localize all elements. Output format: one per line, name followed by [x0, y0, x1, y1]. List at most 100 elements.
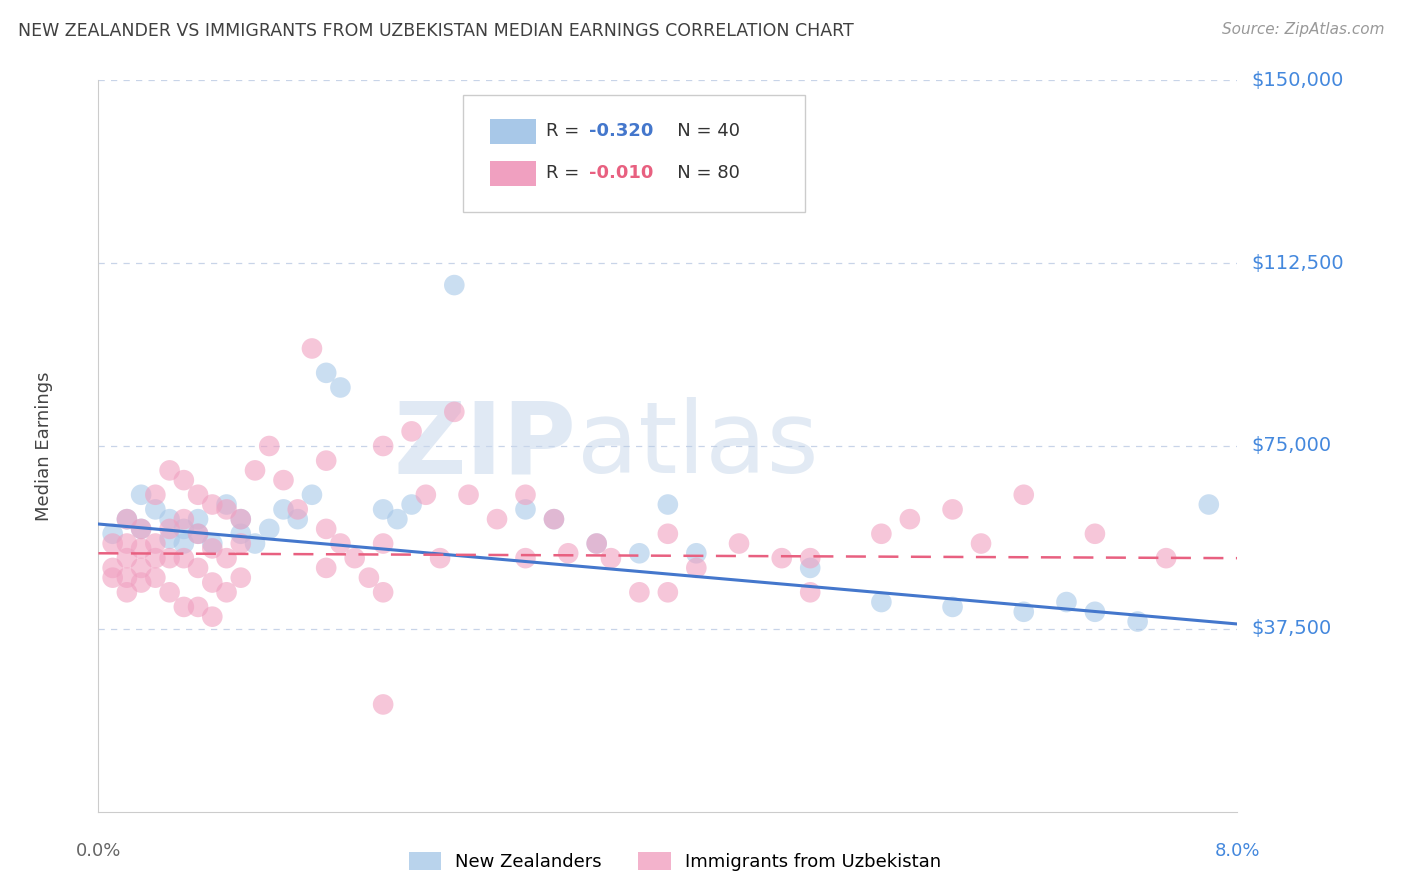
Point	[115, 512, 138, 526]
Point	[187, 512, 209, 526]
Point	[1056, 595, 1078, 609]
Point	[187, 599, 209, 614]
Point	[371, 698, 394, 712]
Point	[287, 502, 309, 516]
Point	[870, 526, 893, 541]
Point	[1012, 605, 1035, 619]
Point	[159, 522, 181, 536]
Point	[685, 546, 707, 560]
Text: atlas: atlas	[576, 398, 818, 494]
Point	[1012, 488, 1035, 502]
Point	[273, 502, 295, 516]
FancyBboxPatch shape	[491, 161, 536, 186]
Point	[229, 536, 252, 550]
Point	[628, 585, 651, 599]
Point	[315, 366, 337, 380]
FancyBboxPatch shape	[491, 119, 536, 144]
Point	[942, 502, 965, 516]
Point	[657, 498, 679, 512]
Point	[229, 512, 252, 526]
Point	[145, 536, 167, 550]
Text: Median Earnings: Median Earnings	[35, 371, 53, 521]
Point	[115, 536, 138, 550]
Point	[201, 498, 224, 512]
Point	[657, 585, 679, 599]
Point	[387, 512, 409, 526]
Point	[159, 463, 181, 477]
Point	[173, 512, 195, 526]
Point	[201, 575, 224, 590]
Point	[898, 512, 921, 526]
Point	[215, 585, 238, 599]
Point	[357, 571, 380, 585]
Point	[115, 512, 138, 526]
Point	[145, 488, 167, 502]
Point	[259, 522, 281, 536]
Point	[401, 425, 423, 439]
Point	[145, 551, 167, 566]
Point	[173, 473, 195, 487]
Point	[371, 439, 394, 453]
Point	[371, 536, 394, 550]
Point	[129, 575, 152, 590]
Point	[129, 522, 152, 536]
Point	[315, 561, 337, 575]
Point	[870, 595, 893, 609]
Point	[115, 585, 138, 599]
Point	[229, 526, 252, 541]
Text: ZIP: ZIP	[394, 398, 576, 494]
Point	[1084, 605, 1107, 619]
Text: R =: R =	[546, 122, 585, 140]
Point	[486, 512, 509, 526]
Point	[329, 536, 352, 550]
Point	[159, 532, 181, 546]
Point	[515, 488, 537, 502]
Text: N = 40: N = 40	[659, 122, 740, 140]
Legend: New Zealanders, Immigrants from Uzbekistan: New Zealanders, Immigrants from Uzbekist…	[401, 845, 949, 879]
Point	[287, 512, 309, 526]
Point	[215, 502, 238, 516]
Point	[429, 551, 451, 566]
Text: $37,500: $37,500	[1251, 619, 1331, 639]
Point	[215, 551, 238, 566]
Point	[229, 512, 252, 526]
Point	[343, 551, 366, 566]
Point	[315, 522, 337, 536]
Point	[159, 551, 181, 566]
Point	[457, 488, 479, 502]
Point	[187, 526, 209, 541]
Point	[799, 585, 821, 599]
Point	[201, 541, 224, 556]
Point	[101, 561, 124, 575]
Point	[371, 502, 394, 516]
Point	[443, 278, 465, 293]
Point	[187, 488, 209, 502]
Point	[101, 571, 124, 585]
Point	[685, 561, 707, 575]
Point	[443, 405, 465, 419]
Text: N = 80: N = 80	[659, 164, 740, 182]
Point	[201, 536, 224, 550]
Point	[415, 488, 437, 502]
Point	[101, 536, 124, 550]
Point	[585, 536, 607, 550]
Point	[129, 561, 152, 575]
Point	[329, 380, 352, 394]
Point	[173, 522, 195, 536]
Text: -0.010: -0.010	[589, 164, 654, 182]
Point	[215, 498, 238, 512]
Text: NEW ZEALANDER VS IMMIGRANTS FROM UZBEKISTAN MEDIAN EARNINGS CORRELATION CHART: NEW ZEALANDER VS IMMIGRANTS FROM UZBEKIS…	[18, 22, 853, 40]
Point	[129, 488, 152, 502]
Point	[145, 571, 167, 585]
Point	[273, 473, 295, 487]
Point	[799, 551, 821, 566]
Point	[728, 536, 751, 550]
Text: R =: R =	[546, 164, 585, 182]
Text: $112,500: $112,500	[1251, 253, 1344, 273]
Text: $150,000: $150,000	[1251, 70, 1344, 90]
Point	[1126, 615, 1149, 629]
Point	[543, 512, 565, 526]
Point	[970, 536, 993, 550]
Point	[600, 551, 623, 566]
Point	[315, 453, 337, 467]
